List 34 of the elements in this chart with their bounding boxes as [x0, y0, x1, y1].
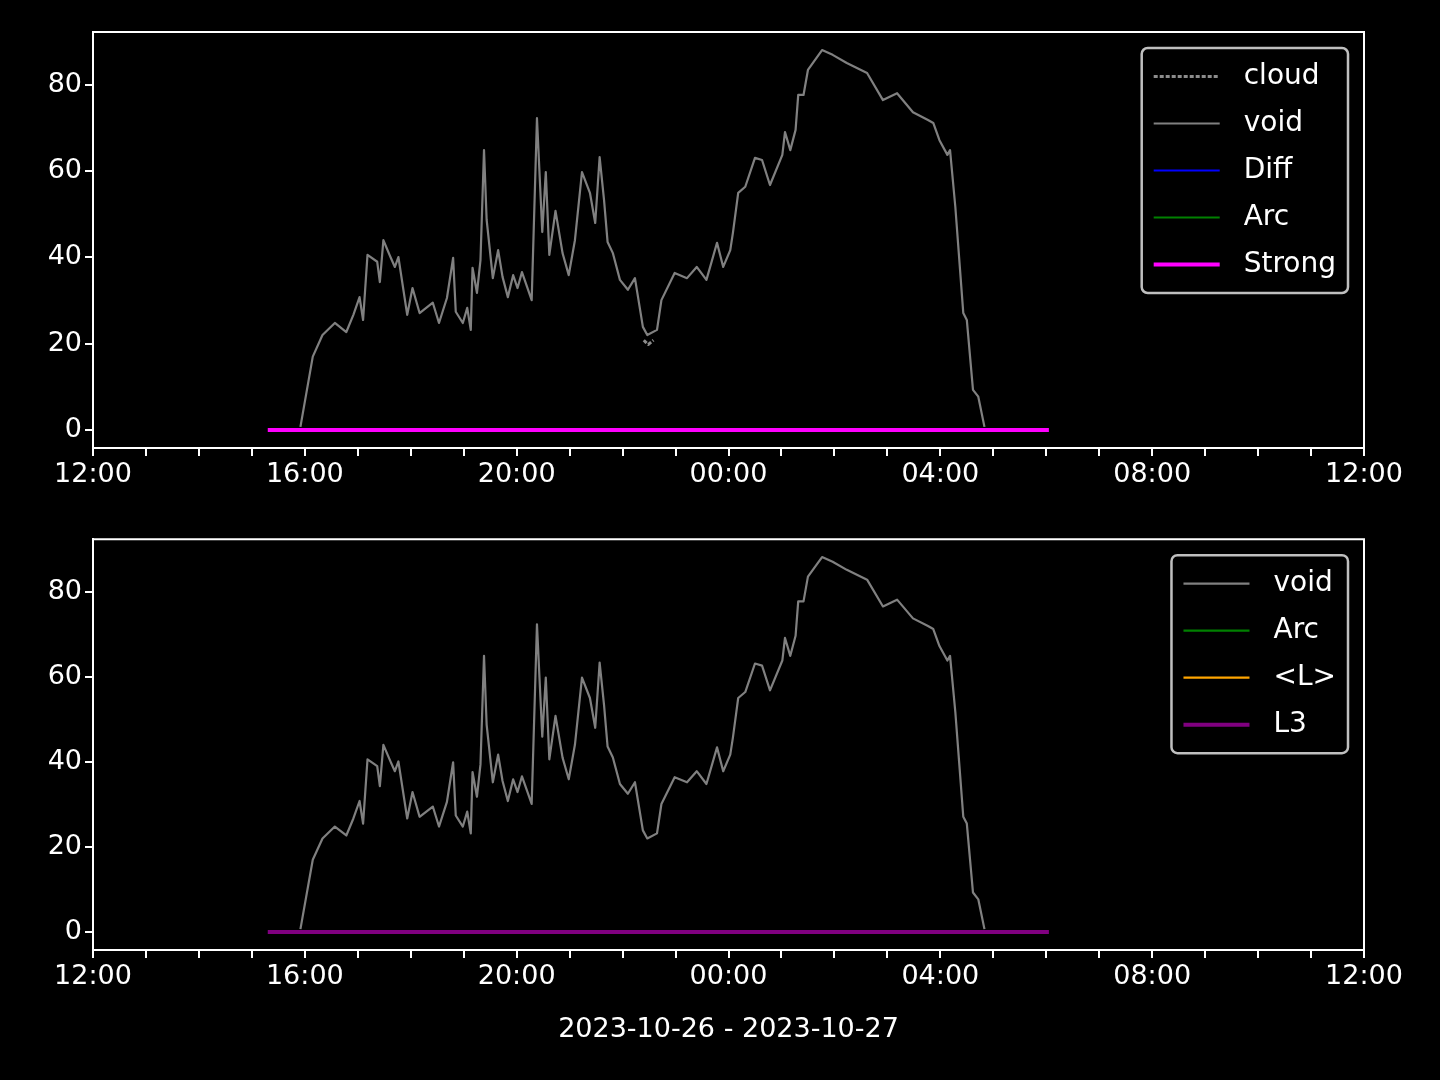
- legend-label: cloud: [1243, 57, 1320, 91]
- x-tick-label: 16:00: [265, 457, 344, 489]
- y-tick-label: 20: [47, 829, 82, 860]
- x-tick-label: 20:00: [477, 959, 556, 991]
- x-axis-title: 2023-10-26 - 2023-10-27: [558, 1011, 899, 1043]
- y-tick-label: 40: [47, 239, 82, 271]
- x-tick-label: 00:00: [689, 959, 768, 991]
- legend-label: void: [1273, 564, 1333, 598]
- x-tick-label: 00:00: [689, 457, 768, 489]
- x-tick-label: 12:00: [54, 457, 132, 489]
- y-tick-label: 60: [47, 658, 82, 690]
- x-tick-label: 08:00: [1113, 959, 1192, 991]
- x-tick-label: 08:00: [1113, 457, 1192, 489]
- x-tick-label: 04:00: [901, 959, 980, 991]
- x-tick-label: 12:00: [1325, 959, 1403, 991]
- y-tick-label: 0: [64, 914, 82, 946]
- x-tick-label: 04:00: [901, 457, 980, 489]
- legend-label: L3: [1273, 705, 1307, 739]
- x-tick-label: 16:00: [265, 959, 344, 991]
- y-tick-label: 60: [47, 153, 82, 185]
- y-tick-label: 40: [47, 743, 82, 775]
- x-tick-label: 20:00: [477, 457, 556, 489]
- x-tick-label: 12:00: [54, 959, 132, 991]
- y-tick-label: 80: [47, 573, 82, 605]
- legend-label: <L>: [1273, 658, 1337, 692]
- legend-label: Strong: [1243, 245, 1337, 279]
- y-tick-label: 20: [47, 325, 82, 357]
- legend-label: Arc: [1273, 611, 1319, 645]
- y-tick-label: 80: [47, 67, 82, 99]
- legend-label: Arc: [1243, 198, 1290, 232]
- y-tick-label: 0: [64, 411, 82, 443]
- x-tick-label: 12:00: [1325, 457, 1403, 489]
- legend-label: Diff: [1243, 151, 1294, 185]
- legend-label: void: [1243, 104, 1303, 138]
